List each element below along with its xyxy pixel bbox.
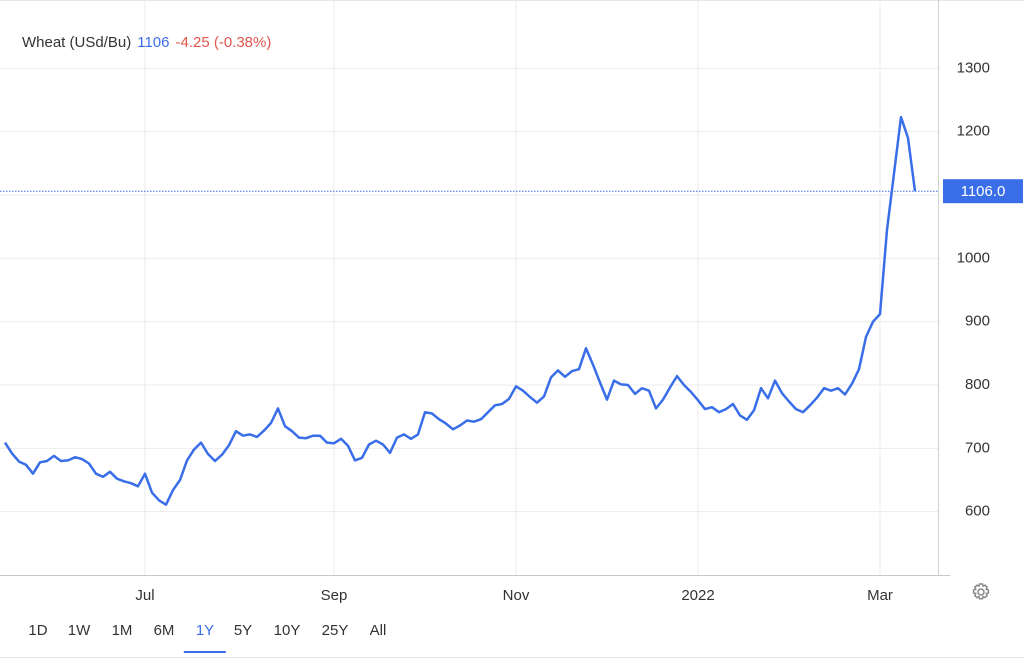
y-tick-label: 1000 [957,249,990,266]
range-button[interactable]: 1W [67,622,91,639]
grid [0,0,938,575]
settings-icon[interactable] [972,583,990,600]
range-button[interactable]: 6M [153,622,175,639]
range-button[interactable]: 1D [28,622,48,639]
x-tick-label: Jul [135,587,154,604]
y-tick-label: 1300 [957,59,990,76]
header: Wheat (USd/Bu) 1106 -4.25 (-0.38%) [22,34,277,51]
range-button[interactable]: 10Y [273,622,301,639]
y-tick-label: 700 [965,439,990,456]
y-tick-label: 900 [965,313,990,330]
range-button[interactable]: 25Y [321,622,349,639]
range-button[interactable]: 1M [111,622,133,639]
range-button[interactable]: All [369,622,387,639]
y-tick-label: 600 [965,503,990,520]
price-line [3,115,917,506]
price-tag-label: 1106.0 [961,183,1006,200]
x-tick-label: Nov [503,587,530,604]
x-tick-label: Mar [867,587,893,604]
instrument-name: Wheat (USd/Bu) [22,34,132,51]
price-tag [943,179,1023,204]
range-button[interactable]: 1Y [183,622,227,653]
range-selector: 1D 1W 1M 6M 1Y 5Y 10Y 25Y All [0,618,420,658]
current-price: 1106 [137,34,170,51]
y-tick-label: 800 [965,376,990,393]
price-change: -4.25 (-0.38%) [175,34,272,51]
x-tick-label: 2022 [681,587,714,604]
range-button[interactable]: 5Y [233,622,253,639]
y-tick-label: 1200 [957,123,990,140]
x-tick-label: Sep [321,587,348,604]
